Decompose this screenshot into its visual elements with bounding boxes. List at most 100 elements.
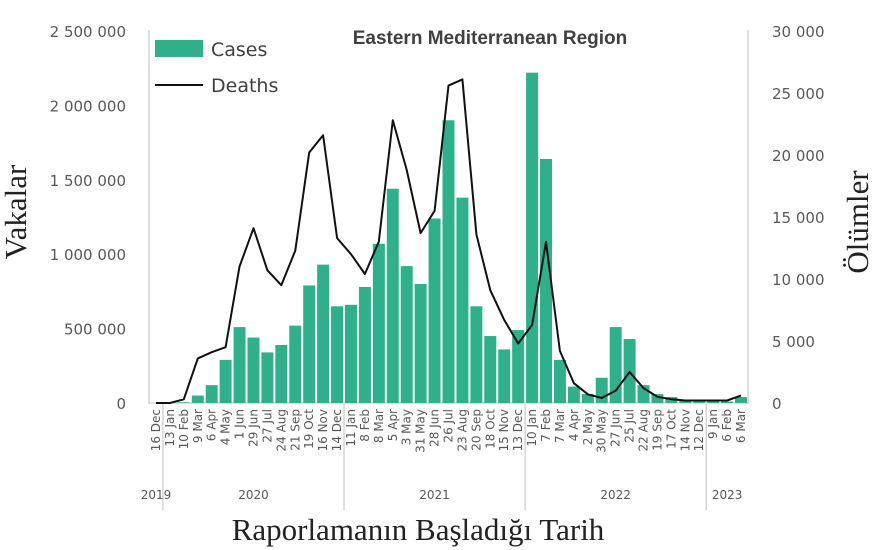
x-tick-label: 22 Aug (637, 409, 651, 452)
x-tick-label: 17 Oct (664, 409, 678, 449)
left-tick-label: 2 000 000 (50, 97, 126, 115)
left-axis-ticks: 0 500 000 1 000 000 1 500 000 2 000 000 2 500… (50, 23, 126, 413)
x-tick-label: 19 Sep (650, 409, 664, 451)
left-tick-label: 2 500 000 (50, 23, 126, 41)
right-tick-label: 20 000 (772, 147, 825, 165)
x-tick-label: 9 Mar (191, 409, 205, 443)
cases-bar (372, 243, 385, 403)
cases-bar (470, 306, 483, 403)
x-tick-label: 8 Feb (358, 409, 372, 442)
x-tick-label: 15 Nov (497, 409, 511, 452)
cases-bar (540, 158, 553, 403)
x-tick-label: 4 Apr (567, 409, 581, 441)
cases-bar (386, 188, 399, 403)
cases-bar (484, 336, 497, 403)
chart-title: Eastern Mediterranean Region (353, 28, 628, 49)
x-tick-label: 6 Mar (734, 409, 748, 443)
cases-bars (177, 72, 748, 403)
x-axis-label: Raporlamanın Başladığı Tarih (232, 512, 605, 547)
right-tick-label: 25 000 (772, 85, 825, 103)
right-tick-label: 0 (772, 395, 782, 413)
x-tick-label: 1 Jun (233, 409, 247, 439)
cases-bar (512, 330, 525, 403)
x-tick-label: 19 Oct (302, 409, 316, 449)
x-tick-label: 7 Mar (553, 409, 567, 443)
year-label: 2019 (141, 488, 172, 502)
cases-bar (261, 352, 274, 403)
year-label: 2023 (712, 488, 743, 502)
x-tick-label: 13 Dec (511, 409, 525, 451)
cases-bar (498, 349, 511, 403)
x-tick-label: 18 Oct (483, 409, 497, 449)
cases-bar (358, 286, 371, 403)
x-tick-label: 24 Aug (274, 409, 288, 452)
right-axis-ticks: 0 5 000 10 000 15 000 20 000 25 000 30 000 (772, 23, 825, 413)
deaths-line (156, 78, 742, 404)
year-label: 2022 (600, 488, 631, 502)
cases-bar (595, 377, 608, 403)
cases-bar (247, 337, 260, 403)
x-tick-label: 14 Dec (330, 409, 344, 451)
x-tick-label: 10 Jan (525, 409, 539, 447)
year-label: 2020 (238, 488, 269, 502)
x-tick-label: 3 May (400, 409, 414, 445)
cases-bar (191, 395, 204, 403)
x-tick-label: 16 Dec (149, 409, 163, 451)
cases-bar (581, 394, 594, 403)
cases-bar (344, 304, 357, 403)
x-tick-label: 21 Sep (288, 409, 302, 451)
x-tick-label: 10 Feb (177, 409, 191, 449)
x-tick-label: 11 Jan (344, 409, 358, 447)
x-tick-label: 4 May (219, 409, 233, 445)
cases-bar (707, 401, 720, 403)
cases-bar (553, 359, 566, 403)
cases-bar (275, 344, 288, 403)
cases-bar (400, 266, 413, 403)
x-axis-ticks: 16 Dec 13 Jan 10 Feb 9 Mar 6 Apr 4 May 1 Jun 29… (149, 409, 748, 453)
left-tick-label: 1 000 000 (50, 246, 126, 264)
year-labels: 2019 2020 2021 2022 2023 (141, 404, 743, 510)
cases-bar (233, 327, 246, 403)
x-tick-label: 16 Nov (316, 409, 330, 452)
x-tick-label: 27 Jul (260, 409, 274, 443)
cases-bar (317, 264, 330, 403)
legend: Cases Deaths (155, 39, 278, 97)
x-tick-label: 12 Dec (692, 409, 706, 451)
cases-bar (303, 285, 316, 403)
cases-bar (567, 386, 580, 403)
cases-bar (442, 120, 455, 403)
cases-bar (414, 283, 427, 403)
left-tick-label: 500 000 (64, 321, 126, 339)
cases-bar (177, 402, 190, 403)
x-tick-label: 2 May (581, 409, 595, 445)
x-tick-label: 5 Apr (386, 409, 400, 441)
right-axis-label: Ölümler (840, 170, 875, 274)
cases-bar (637, 385, 650, 403)
x-tick-label: 6 Feb (720, 409, 734, 442)
x-tick-label: 25 Jul (623, 409, 637, 443)
year-label: 2021 (419, 488, 450, 502)
cases-bar (679, 400, 692, 403)
deaths-line-layer (156, 78, 742, 404)
x-tick-label: 9 Jan (706, 409, 720, 439)
left-axis-label: Vakalar (0, 164, 33, 259)
x-tick-label: 28 Jun (428, 409, 442, 447)
x-tick-label: 7 Feb (539, 409, 553, 442)
cases-bar (526, 72, 539, 403)
x-tick-label: 13 Jan (163, 409, 177, 447)
right-tick-label: 30 000 (772, 23, 825, 41)
right-tick-label: 5 000 (772, 333, 815, 351)
legend-deaths-label: Deaths (211, 75, 278, 97)
cases-bar (289, 325, 302, 403)
cases-bar (721, 401, 734, 403)
cases-bar (428, 218, 441, 403)
x-tick-label: 27 Jun (609, 409, 623, 447)
x-tick-label: 14 Nov (678, 409, 692, 452)
x-tick-label: 6 Apr (205, 409, 219, 441)
right-tick-label: 10 000 (772, 271, 825, 289)
cases-bar (219, 359, 232, 403)
cases-bar (735, 397, 748, 403)
cases-bar (456, 197, 469, 403)
cases-bar (205, 385, 218, 403)
